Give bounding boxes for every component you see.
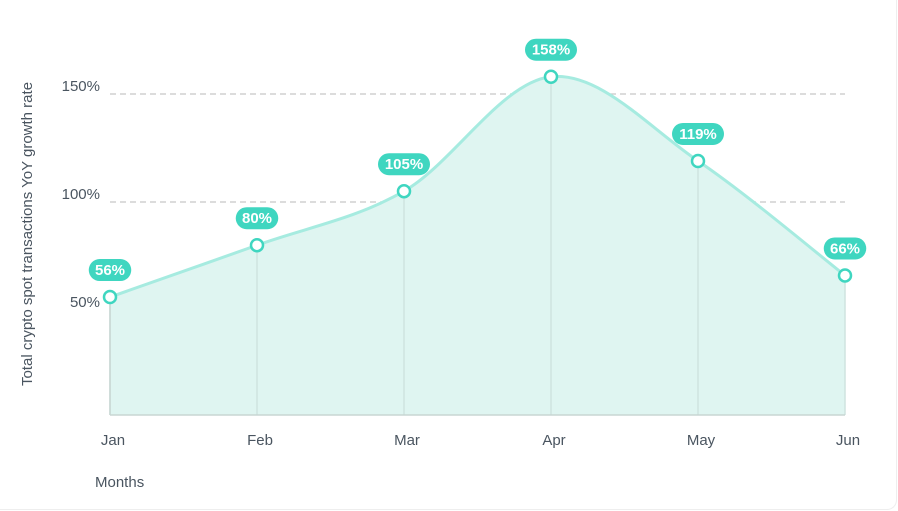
x-tick-label: Jan bbox=[101, 432, 125, 449]
y-tick-label: 50% bbox=[70, 294, 100, 311]
value-label: 105% bbox=[385, 156, 423, 173]
point bbox=[690, 153, 706, 169]
point bbox=[396, 183, 412, 199]
x-axis-label: Months bbox=[95, 474, 144, 491]
y-tick-label: 150% bbox=[62, 78, 100, 95]
y-tick-label: 100% bbox=[62, 186, 100, 203]
line bbox=[109, 75, 846, 299]
x-tick-label: Apr bbox=[542, 432, 565, 449]
x-tick-label: May bbox=[687, 432, 716, 449]
value-label-bg bbox=[823, 237, 867, 260]
point bbox=[249, 237, 265, 253]
point bbox=[543, 69, 559, 84]
area bbox=[110, 76, 845, 415]
y-axis-label: Total crypto spot transactions YoY growt… bbox=[19, 82, 36, 386]
value-label: 56% bbox=[95, 262, 125, 279]
value-label-bg bbox=[235, 207, 279, 230]
x-tick-label: Jun bbox=[836, 432, 860, 449]
value-label-bg bbox=[525, 38, 577, 61]
value-label: 119% bbox=[679, 126, 717, 143]
point bbox=[837, 268, 853, 283]
x-tick-label: Feb bbox=[247, 432, 273, 449]
x-tick-label: Mar bbox=[394, 432, 420, 449]
value-label-bg bbox=[88, 259, 132, 282]
value-label: 66% bbox=[830, 240, 860, 257]
value-label: 80% bbox=[242, 210, 272, 227]
value-label: 158% bbox=[532, 42, 570, 59]
point bbox=[102, 289, 118, 305]
value-label-bg bbox=[672, 122, 724, 145]
value-label-bg bbox=[378, 153, 430, 176]
